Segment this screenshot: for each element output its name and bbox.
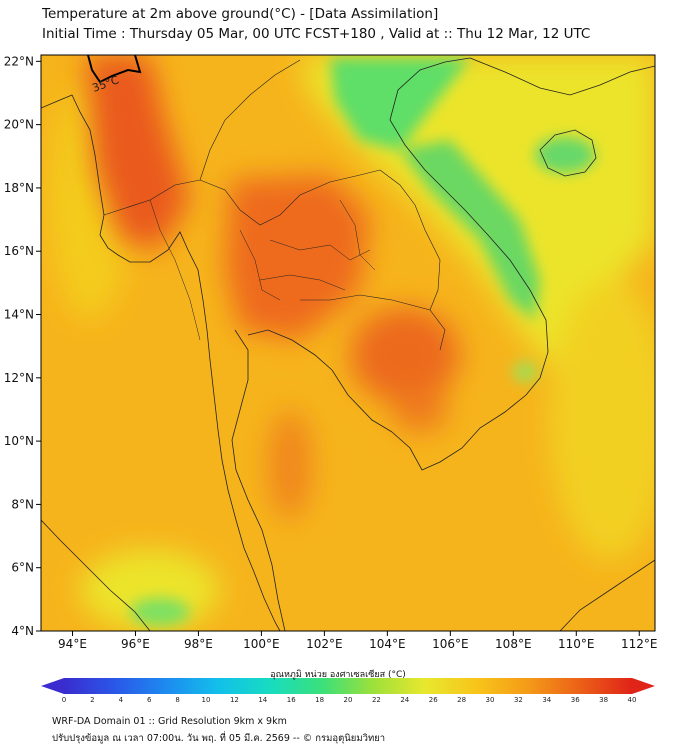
lon-tick-label: 102°E <box>306 637 343 651</box>
colorbar-tick-label: 2 <box>90 696 94 704</box>
colorbar-tick-label: 12 <box>230 696 239 704</box>
map-frame <box>40 54 656 632</box>
colorbar-tick-label: 28 <box>457 696 466 704</box>
lat-tick-label: 12°N <box>4 371 34 385</box>
colorbar-tick-label: 36 <box>571 696 580 704</box>
lon-tick-label: 112°E <box>621 637 658 651</box>
latitude-ticks: 22°N 20°N 18°N 16°N 14°N 12°N 10°N 8°N 6°N 4°N <box>4 54 41 638</box>
lon-tick-label: 108°E <box>495 637 532 651</box>
colorbar-label: อุณหภูมิ หน่วย องศาเซลเซียส (°C) <box>270 670 406 680</box>
colorbar-tick-label: 10 <box>202 696 211 704</box>
lon-tick-label: 98°E <box>184 637 213 651</box>
lon-tick-label: 106°E <box>432 637 469 651</box>
colorbar-tick-label: 40 <box>628 696 637 704</box>
colorbar-tick-label: 30 <box>486 696 495 704</box>
colorbar-right-arrow <box>632 678 655 694</box>
colorbar-tick-label: 26 <box>429 696 438 704</box>
lon-tick-label: 100°E <box>243 637 280 651</box>
colorbar-tick-label: 20 <box>344 696 353 704</box>
temperature-field <box>41 55 655 631</box>
coastline-borders <box>41 57 655 631</box>
colorbar-tick-label: 34 <box>542 696 551 704</box>
lon-tick-label: 104°E <box>369 637 406 651</box>
colorbar-tick-label: 18 <box>315 696 324 704</box>
lon-tick-label: 96°E <box>121 637 150 651</box>
colorbar-tick-label: 8 <box>175 696 179 704</box>
lat-tick-label: 6°N <box>11 561 34 575</box>
colorbar-tick-label: 14 <box>258 696 267 704</box>
colorbar-tick-label: 22 <box>372 696 381 704</box>
colorbar: 0 2 4 6 8 10 12 14 16 18 20 22 24 26 28 30 32 34 36 38 40 <box>41 678 655 704</box>
lon-tick-label: 110°E <box>558 637 595 651</box>
colorbar-tick-label: 32 <box>514 696 523 704</box>
colorbar-tick-label: 16 <box>287 696 296 704</box>
colorbar-tick-label: 6 <box>147 696 152 704</box>
colorbar-tick-label: 4 <box>119 696 124 704</box>
chart-subtitle: Initial Time : Thursday 05 Mar, 00 UTC F… <box>42 26 591 42</box>
colorbar-gradient <box>64 678 632 694</box>
footer-model-info: WRF-DA Domain 01 :: Grid Resolution 9km … <box>52 716 287 727</box>
lat-tick-label: 14°N <box>4 308 34 322</box>
longitude-ticks: 94°E 96°E 98°E 100°E 102°E 104°E 106°E 108°E 110… <box>58 631 658 651</box>
lat-tick-label: 22°N <box>4 54 34 68</box>
lat-tick-label: 10°N <box>4 434 34 448</box>
lat-tick-label: 20°N <box>4 118 34 132</box>
lon-tick-label: 94°E <box>58 637 87 651</box>
colorbar-left-arrow <box>41 678 64 694</box>
lat-tick-label: 16°N <box>4 244 34 258</box>
colorbar-tick-label: 38 <box>599 696 608 704</box>
contour-35c <box>87 54 142 84</box>
chart-title: Temperature at 2m above ground(°C) - [Da… <box>42 6 439 22</box>
lat-tick-label: 8°N <box>11 497 34 511</box>
footer-update-info: ปรับปรุงข้อมูล ณ เวลา 07:00น. วัน พฤ. ที… <box>52 733 386 744</box>
colorbar-tick-label: 0 <box>62 696 66 704</box>
colorbar-ticks: 0 2 4 6 8 10 12 14 16 18 20 22 24 26 28 30 32 34 36 38 40 <box>62 696 637 704</box>
lat-tick-label: 18°N <box>4 181 34 195</box>
lat-tick-label: 4°N <box>11 624 34 638</box>
colorbar-tick-label: 24 <box>400 696 409 704</box>
